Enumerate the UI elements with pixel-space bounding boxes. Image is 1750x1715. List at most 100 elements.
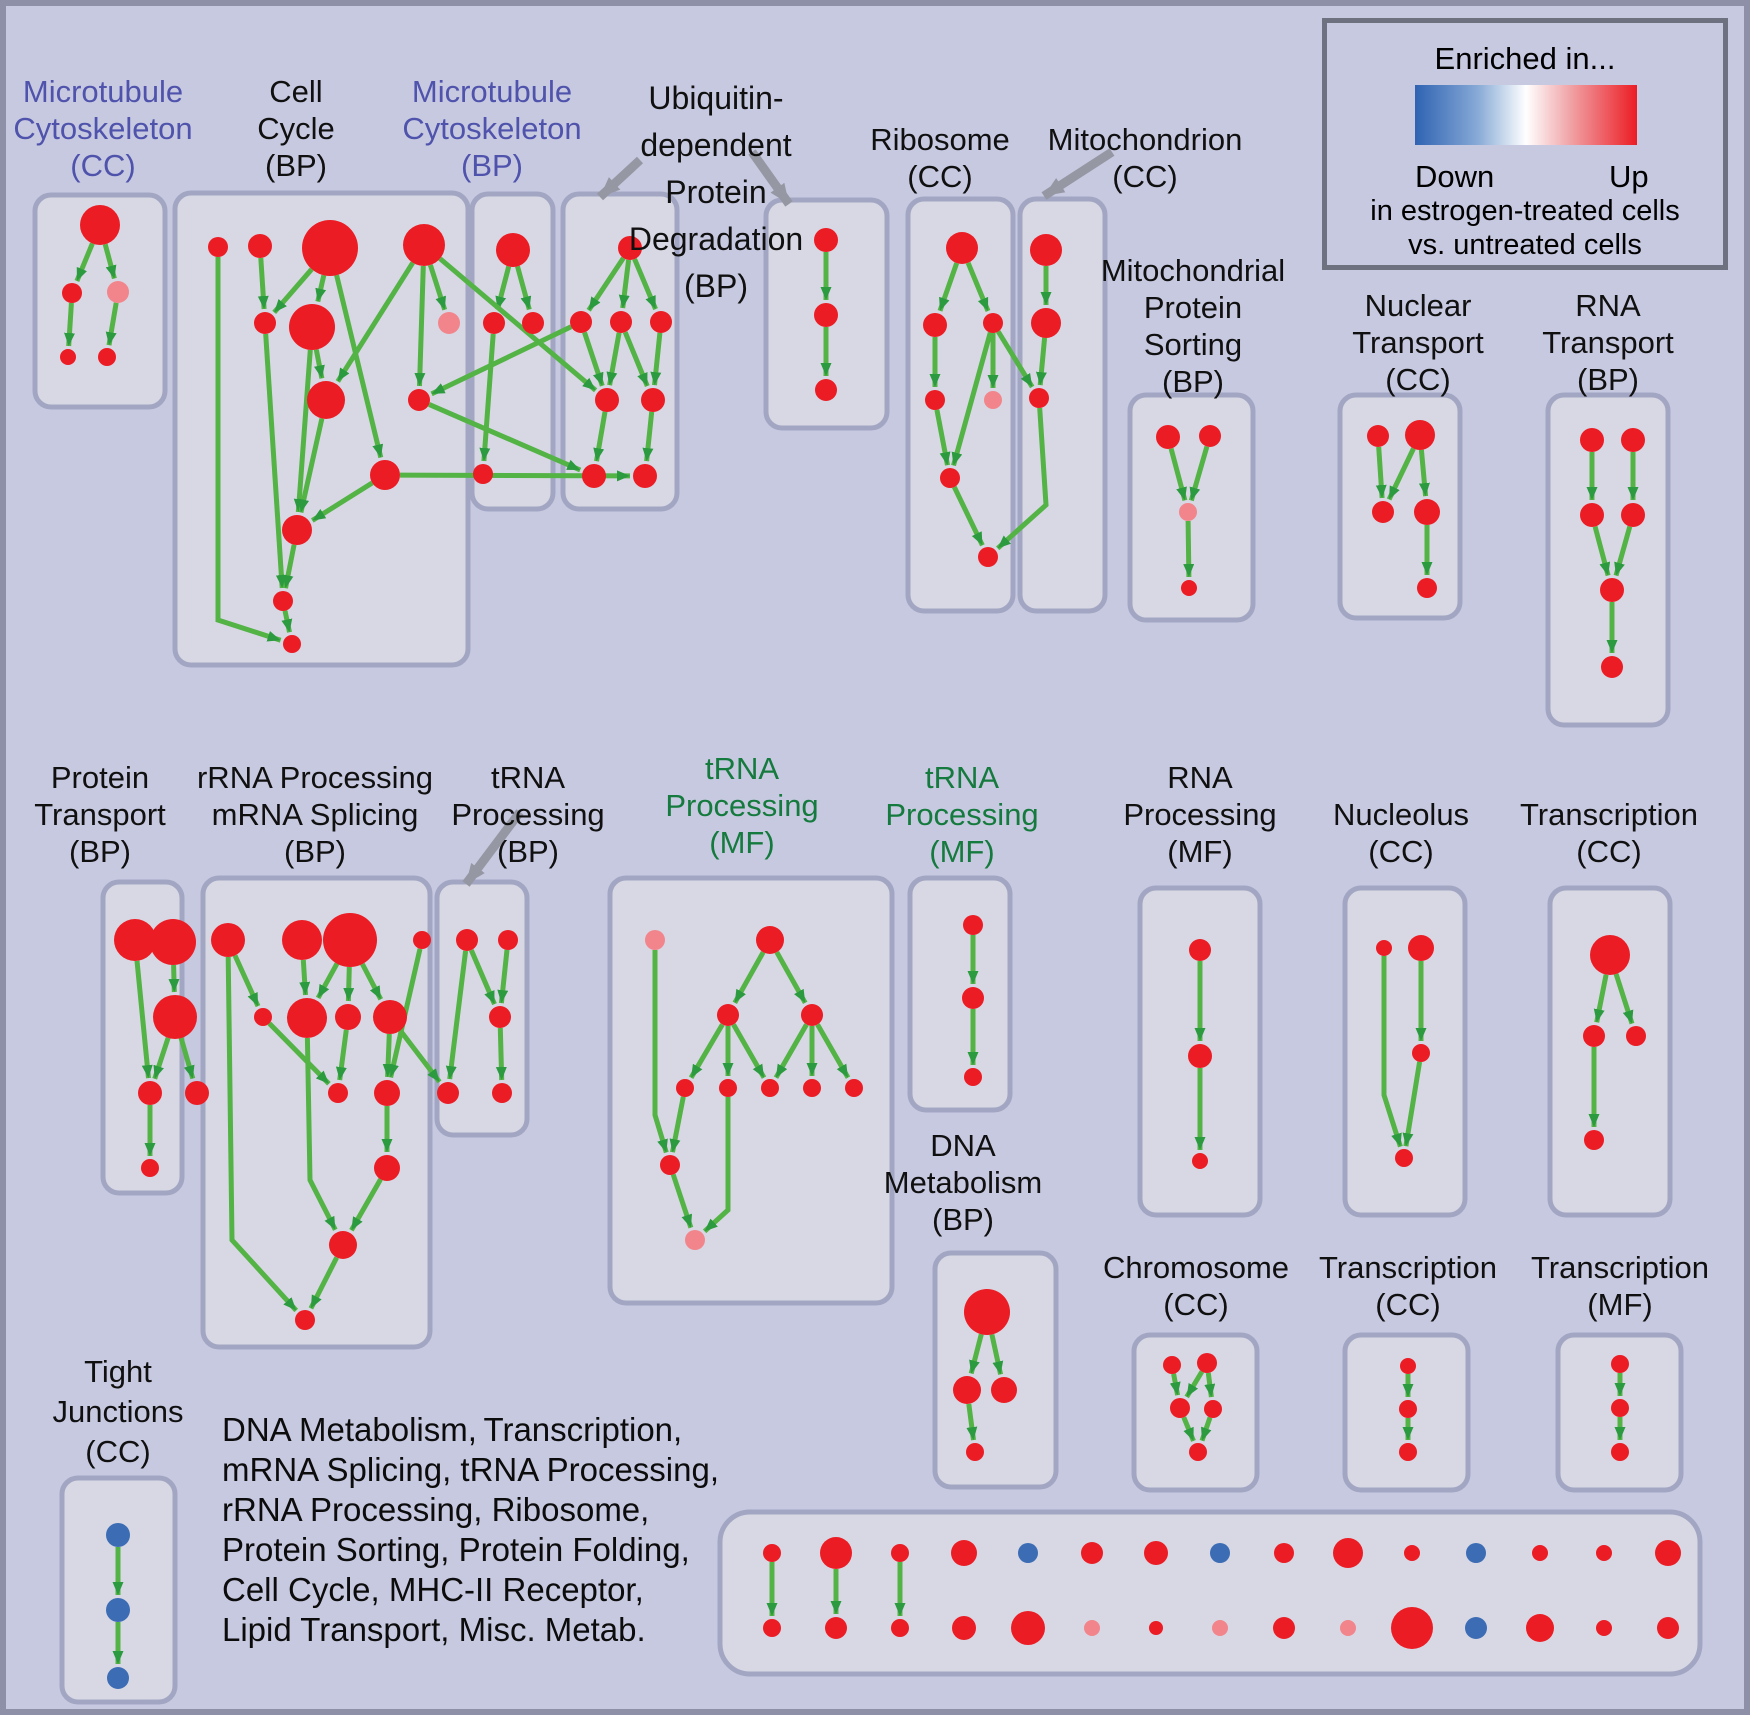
edge — [773, 1023, 809, 1079]
gene-node-red — [1192, 1153, 1208, 1169]
gene-node-red — [825, 1617, 847, 1639]
label-line: (CC) — [1385, 362, 1451, 397]
box-transcription-cc-mid — [1547, 885, 1673, 1218]
edge — [1402, 1061, 1423, 1147]
gene-node-red — [473, 464, 493, 484]
label-line: (MF) — [929, 834, 995, 869]
gene-node-red — [660, 1155, 680, 1175]
gene-node-red — [1400, 1358, 1416, 1374]
gene-node-red — [273, 591, 293, 611]
gene-node-red — [1408, 935, 1434, 961]
label-line: Processing — [885, 797, 1039, 832]
edge — [343, 966, 355, 1002]
edge — [670, 1173, 694, 1229]
label-line: (BP) — [68, 834, 131, 869]
box-nucleolus-cc — [1342, 885, 1468, 1218]
label-line: Ribosome — [870, 122, 1010, 157]
edge — [1613, 525, 1633, 577]
edge — [642, 411, 655, 462]
edge — [606, 332, 622, 386]
callout-arrow-icon — [1041, 148, 1115, 200]
gene-node-blue — [1466, 1543, 1486, 1563]
edge — [1183, 520, 1195, 578]
gene-node-red — [964, 1289, 1010, 1335]
label-transcription-cc-bottom: Transcription (CC) — [1319, 1249, 1497, 1323]
gene-node-red — [498, 930, 518, 950]
edge — [74, 242, 95, 282]
gene-node-red — [1580, 428, 1604, 452]
label-line: Processing — [451, 797, 605, 832]
gene-node-red — [1583, 1025, 1605, 1047]
legend-gradient-bar — [1415, 85, 1637, 145]
gene-node-red — [814, 228, 838, 252]
gene-node-red — [1596, 1545, 1612, 1561]
gene-node-red — [208, 237, 228, 257]
gene-node-red — [1590, 935, 1630, 975]
label-microtubule-bp: Microtubule Cytoskeleton (BP) — [402, 73, 581, 184]
gene-node-red — [1399, 1443, 1417, 1461]
gene-node-red — [522, 312, 544, 334]
edge — [315, 962, 340, 1000]
label-line: Microtubule — [411, 74, 573, 109]
label-line: RNA — [1575, 288, 1641, 323]
edge — [966, 1403, 978, 1441]
gene-node-red — [323, 913, 377, 967]
edge — [495, 265, 512, 311]
label-line: Cell — [269, 74, 323, 109]
gene-node-red — [492, 1083, 512, 1103]
callout-arrow-icon — [748, 149, 793, 207]
label-line: (BP) — [684, 268, 748, 304]
edge — [310, 480, 374, 523]
edge — [102, 243, 117, 280]
gene-node-red — [763, 1544, 781, 1562]
gene-node-red — [1395, 1149, 1413, 1167]
gene-node-red — [254, 1008, 272, 1026]
edge — [732, 950, 766, 1005]
gene-node-red — [302, 220, 358, 276]
gene-node-red — [814, 303, 838, 327]
gene-node-red — [801, 1004, 823, 1026]
gene-node-red — [1372, 501, 1394, 523]
edge — [937, 262, 960, 312]
edge — [308, 1256, 339, 1310]
gene-node-red — [1149, 1621, 1163, 1635]
label-line: mRNA Splicing — [211, 797, 419, 832]
edge — [1375, 446, 1387, 499]
gene-node-red — [1532, 1545, 1548, 1561]
gene-node-red — [282, 920, 322, 960]
edge — [774, 950, 808, 1005]
gene-node-red — [820, 1537, 852, 1569]
gene-node-red — [141, 1159, 159, 1177]
edge — [382, 1033, 394, 1078]
gene-node-red — [80, 205, 120, 245]
gene-node-red — [964, 1068, 982, 1086]
gene-node-red — [1414, 499, 1440, 525]
label-line: (BP) — [932, 1202, 994, 1237]
label-line: (CC) — [1375, 1287, 1441, 1322]
gene-node-red — [633, 464, 657, 488]
gene-node-red — [966, 1443, 984, 1461]
edge — [1613, 973, 1635, 1025]
gene-node-blue — [1018, 1543, 1038, 1563]
gene-node-red — [717, 1004, 739, 1026]
misc-text-line: Cell Cycle, MHC-II Receptor, — [222, 1571, 644, 1608]
label-line: (CC) — [85, 1434, 151, 1469]
edge — [225, 956, 299, 1313]
misc-text-line: DNA Metabolism, Transcription, — [222, 1411, 683, 1448]
gene-node-red — [1657, 1617, 1679, 1639]
label-line: (CC) — [1576, 834, 1642, 869]
gene-node-blue — [107, 1667, 129, 1689]
label-line: DNA — [930, 1128, 996, 1163]
gene-node-red — [489, 1006, 511, 1028]
edge — [360, 962, 384, 1001]
gene-node-red — [1170, 1398, 1190, 1418]
edge — [618, 259, 632, 309]
gene-node-red — [763, 1619, 781, 1637]
edge — [168, 964, 180, 993]
gene-node-red — [1156, 425, 1180, 449]
gene-node-red — [248, 234, 272, 258]
edge — [263, 333, 287, 589]
edge — [428, 402, 582, 473]
gene-node-red — [1274, 1543, 1294, 1563]
